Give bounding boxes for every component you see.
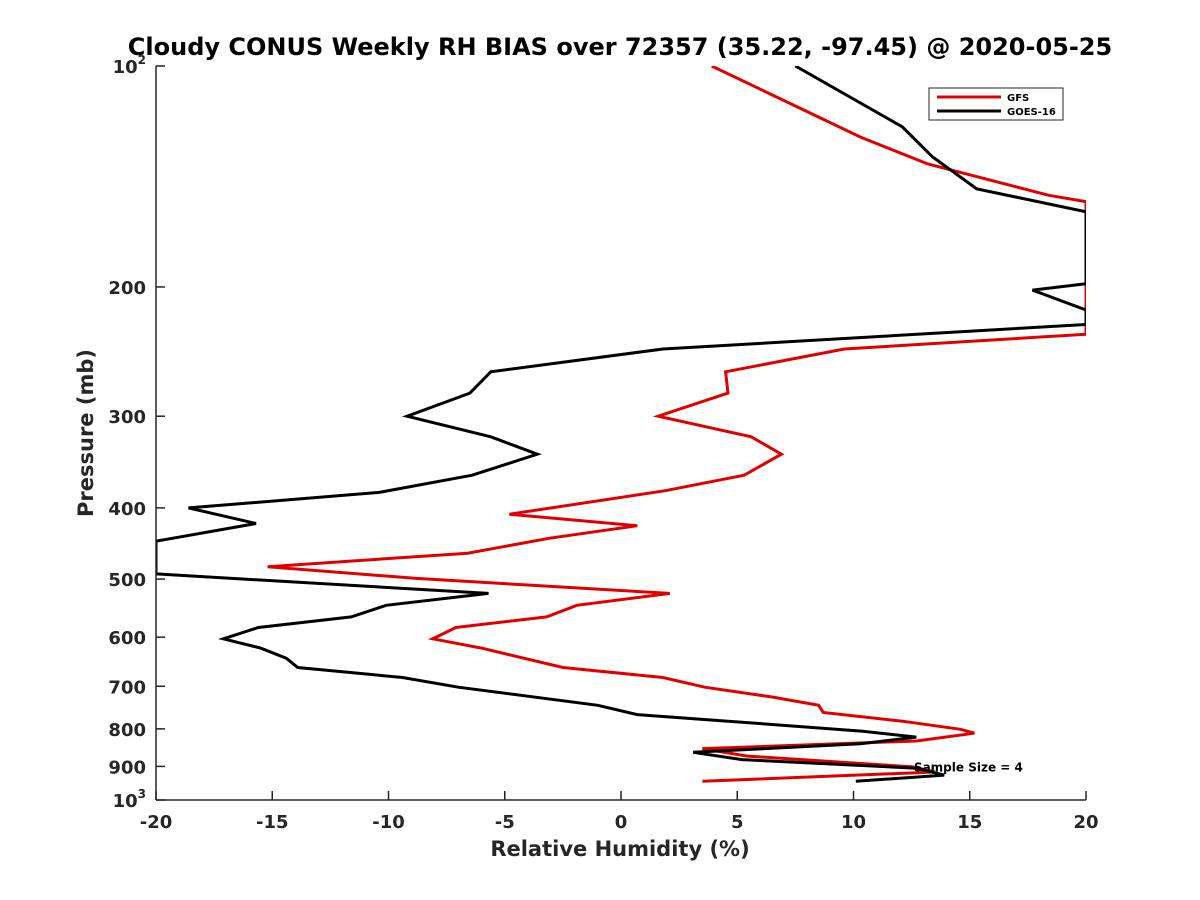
series-layer xyxy=(156,66,1086,783)
y-tick-label: 400 xyxy=(108,499,146,520)
legend-box xyxy=(928,87,1064,121)
y-tick-label: 102 xyxy=(113,53,146,78)
x-tick-label: 0 xyxy=(615,812,628,833)
y-tick-label: 800 xyxy=(108,720,146,741)
series-line-goes-16 xyxy=(156,66,1086,783)
y-axis-label: Pressure (mb) xyxy=(74,349,98,517)
y-tick-label: 600 xyxy=(108,628,146,649)
x-tick-label: -10 xyxy=(372,812,405,833)
sample-size-annotation: Sample Size = 4 xyxy=(914,760,1023,774)
axes-layer: -20 -15 -10 -5 0 5 10 15 20 102 200 300 400 500 600 700… xyxy=(108,53,1098,833)
x-tick-label: 5 xyxy=(731,812,744,833)
legend-label-gfs: GFS xyxy=(1007,93,1029,104)
x-tick-label: -20 xyxy=(140,812,173,833)
x-tick-label: -15 xyxy=(256,812,289,833)
x-tick-label: 15 xyxy=(957,812,982,833)
y-tick-label: 200 xyxy=(108,278,146,299)
x-tick-label: 10 xyxy=(841,812,866,833)
y-tick-label: 700 xyxy=(108,677,146,698)
y-tick-label: 500 xyxy=(108,570,146,591)
plot-area xyxy=(156,66,1086,800)
y-tick-label: 103 xyxy=(113,787,146,812)
legend-label-goes-16: GOES-16 xyxy=(1007,107,1056,118)
annotation-layer: Sample Size = 4 xyxy=(914,760,1023,774)
y-tick-label: 900 xyxy=(108,757,146,778)
x-tick-label: -5 xyxy=(495,812,515,833)
x-axis-label: Relative Humidity (%) xyxy=(490,837,749,861)
x-tick-label: 20 xyxy=(1073,812,1098,833)
series-line-gfs xyxy=(267,66,1086,783)
y-tick-label: 300 xyxy=(108,407,146,428)
chart-title: Cloudy CONUS Weekly RH BIAS over 72357 (… xyxy=(128,33,1112,61)
legend: GFS GOES-16 xyxy=(928,87,1064,121)
